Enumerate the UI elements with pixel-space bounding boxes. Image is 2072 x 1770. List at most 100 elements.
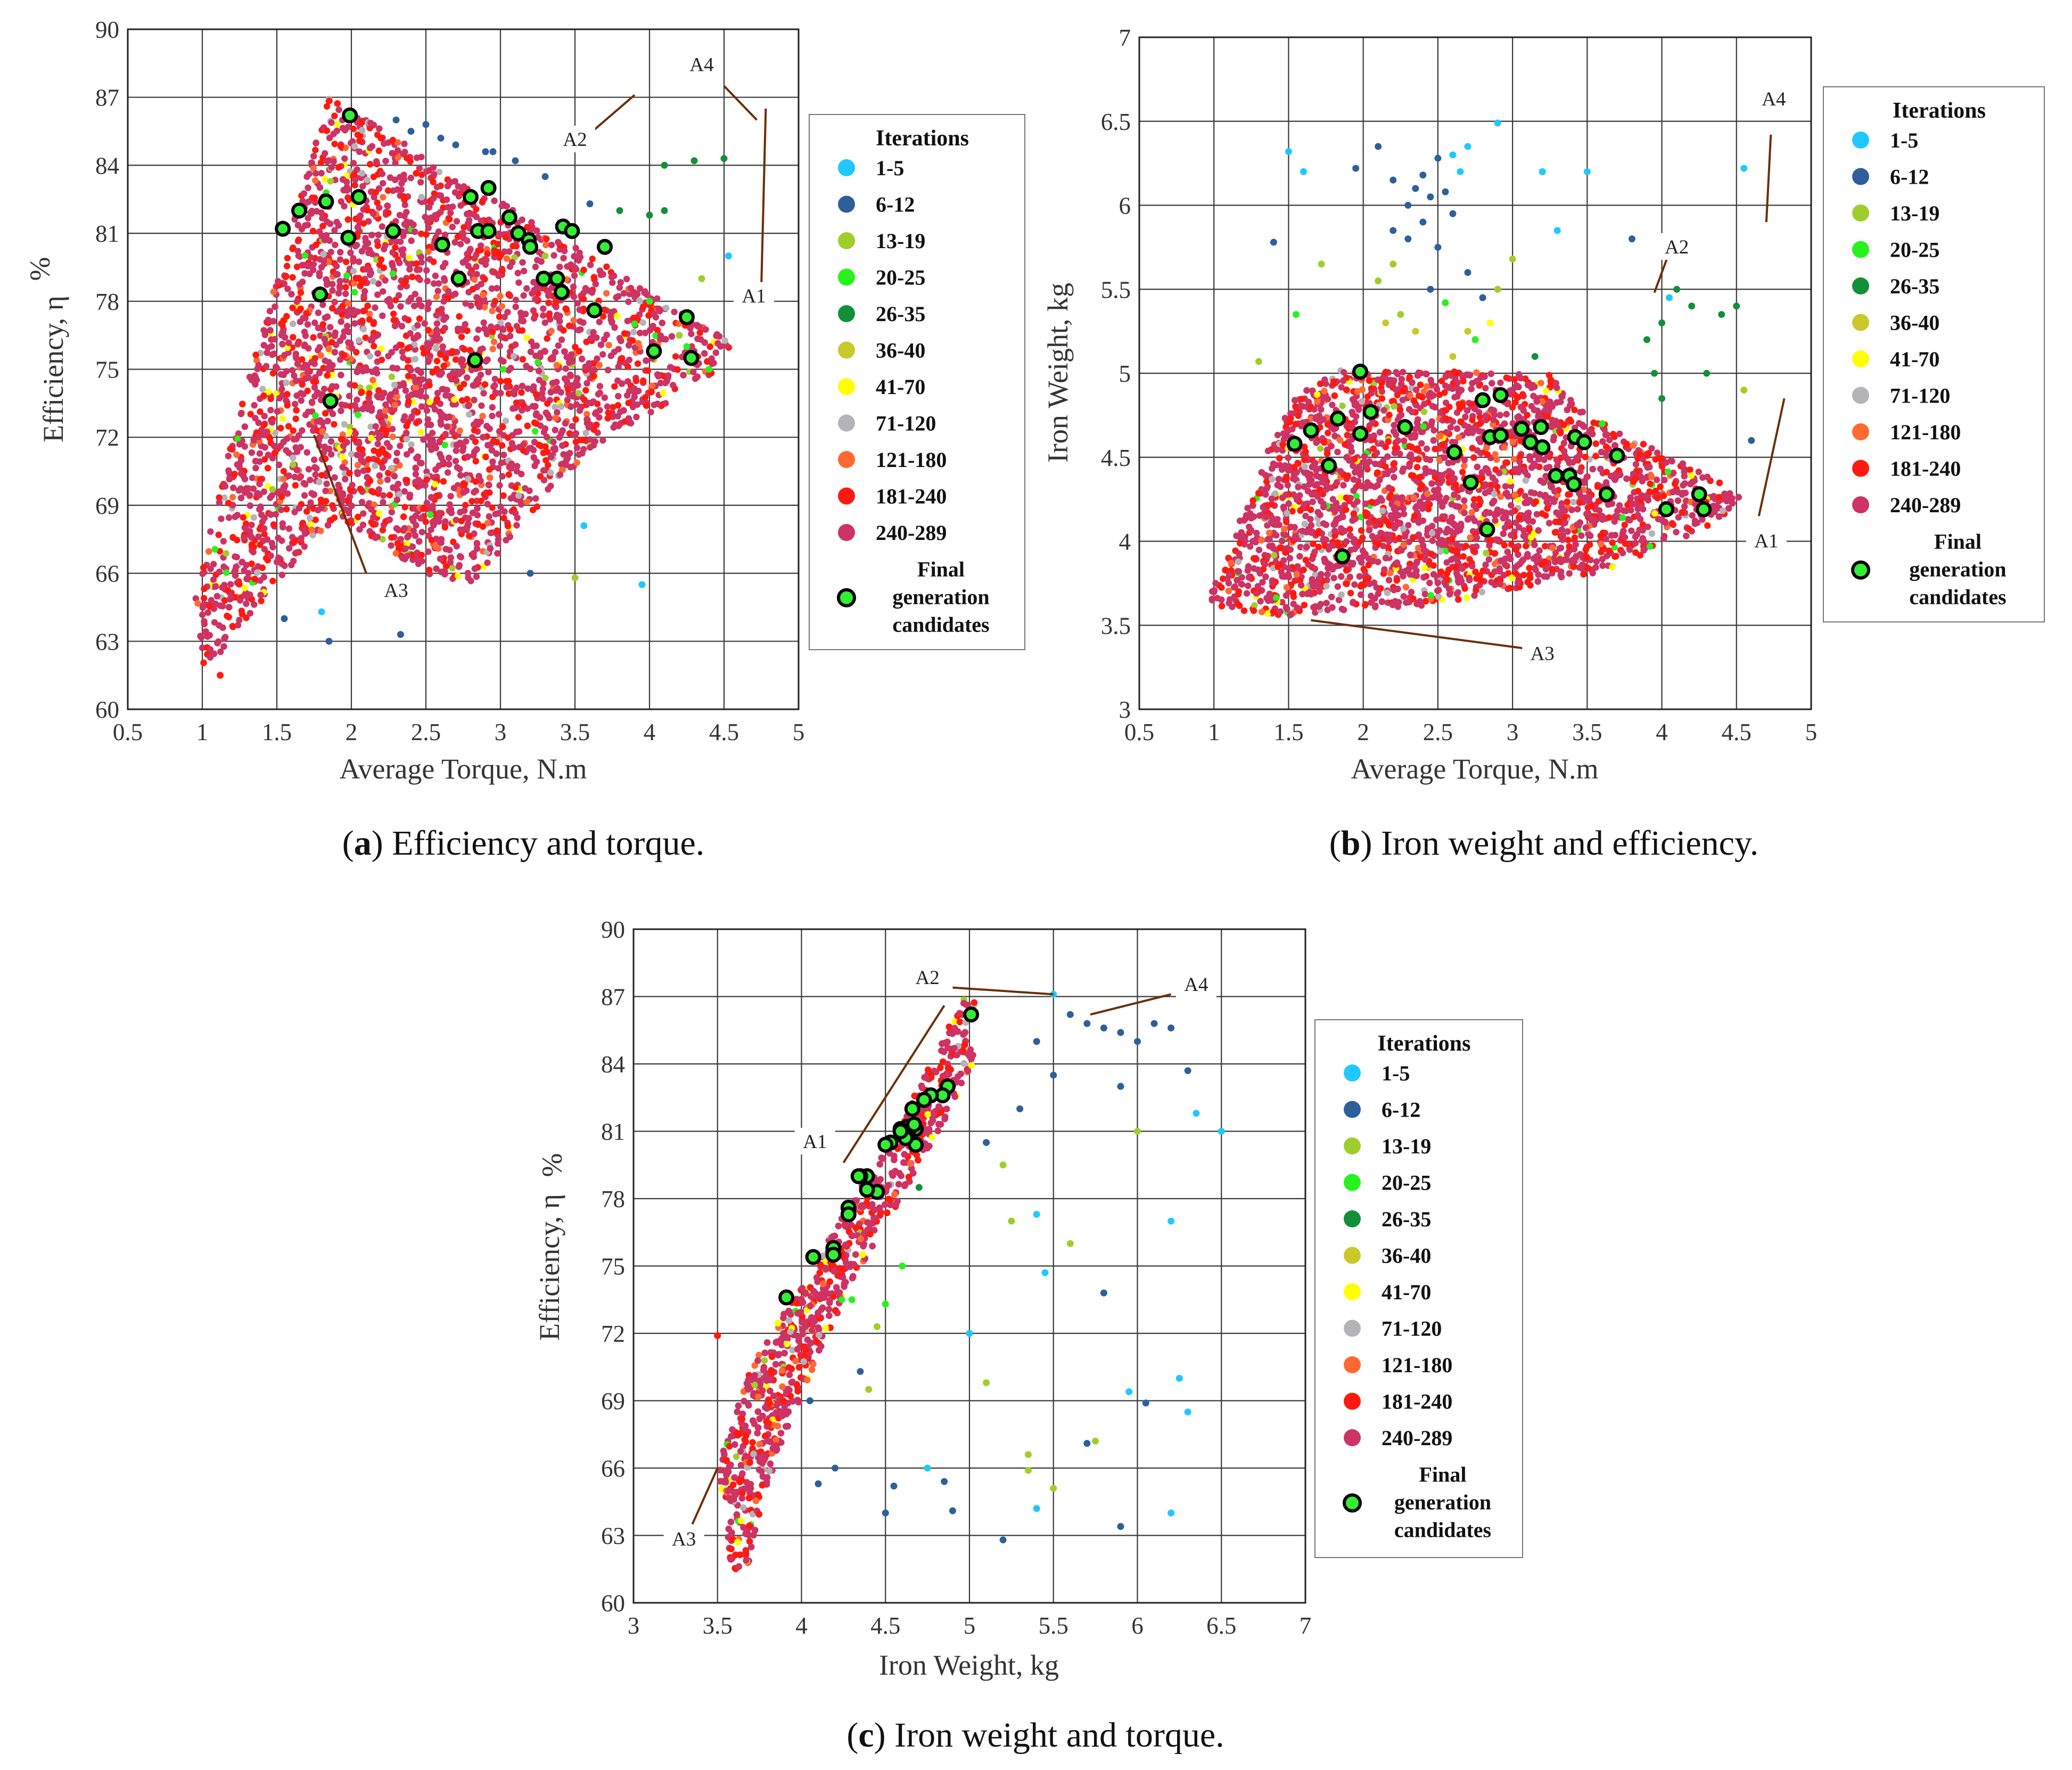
data-point bbox=[513, 522, 520, 529]
data-point bbox=[451, 396, 458, 403]
data-point bbox=[359, 127, 366, 134]
data-point bbox=[555, 342, 562, 349]
data-point bbox=[469, 509, 476, 517]
data-point bbox=[592, 281, 599, 288]
data-point bbox=[589, 255, 596, 263]
data-point bbox=[220, 643, 227, 650]
data-point bbox=[308, 159, 315, 166]
data-point bbox=[310, 261, 317, 268]
data-point bbox=[286, 545, 293, 552]
data-point bbox=[461, 224, 467, 231]
data-point bbox=[611, 348, 618, 356]
y-axis-unit: % bbox=[24, 257, 56, 281]
data-point bbox=[204, 609, 211, 616]
data-point bbox=[401, 149, 408, 155]
data-point bbox=[369, 277, 377, 285]
data-point bbox=[611, 324, 618, 331]
data-point bbox=[702, 326, 709, 333]
data-point bbox=[438, 568, 445, 576]
data-point bbox=[380, 499, 387, 506]
data-point bbox=[225, 514, 233, 521]
data-point bbox=[221, 635, 228, 642]
data-point bbox=[270, 288, 277, 296]
data-point bbox=[358, 278, 365, 285]
data-point bbox=[335, 481, 342, 488]
data-point bbox=[499, 423, 506, 430]
data-point bbox=[670, 382, 677, 389]
data-point bbox=[236, 581, 243, 588]
data-point bbox=[373, 158, 380, 165]
data-point bbox=[311, 456, 318, 463]
data-point bbox=[239, 400, 246, 407]
data-point bbox=[430, 164, 437, 171]
data-point bbox=[513, 399, 520, 406]
data-point bbox=[227, 594, 234, 601]
data-point bbox=[434, 390, 441, 397]
data-point bbox=[558, 336, 565, 343]
data-point bbox=[543, 433, 550, 441]
data-point bbox=[515, 492, 522, 499]
data-point bbox=[647, 408, 654, 416]
data-point bbox=[319, 321, 326, 328]
data-point bbox=[495, 540, 501, 547]
data-point bbox=[481, 276, 488, 283]
data-point bbox=[236, 597, 244, 604]
x-tick-label: 2.5 bbox=[411, 719, 441, 745]
data-point bbox=[246, 373, 253, 381]
data-point bbox=[417, 230, 425, 237]
data-point bbox=[264, 349, 270, 356]
data-point bbox=[430, 521, 437, 529]
data-point bbox=[542, 241, 549, 249]
outlier-point bbox=[586, 200, 594, 208]
data-point bbox=[278, 571, 285, 578]
y-tick-label: 84 bbox=[95, 152, 119, 179]
data-point bbox=[452, 457, 459, 465]
data-point bbox=[494, 324, 501, 331]
data-point bbox=[487, 529, 494, 537]
data-point bbox=[256, 480, 263, 487]
data-point bbox=[378, 356, 385, 364]
data-point bbox=[316, 269, 323, 277]
final-candidate-point bbox=[480, 179, 497, 196]
outlier-point bbox=[407, 128, 415, 135]
data-point bbox=[1503, 411, 1510, 417]
data-point bbox=[424, 277, 431, 284]
data-point bbox=[275, 461, 283, 469]
data-point bbox=[423, 168, 431, 175]
data-point bbox=[320, 386, 328, 392]
data-point bbox=[404, 534, 411, 540]
data-point bbox=[562, 420, 569, 427]
data-point bbox=[402, 387, 409, 394]
data-point bbox=[320, 258, 327, 265]
data-point bbox=[435, 510, 442, 517]
data-point bbox=[515, 279, 522, 286]
data-point bbox=[463, 256, 470, 263]
data-point bbox=[368, 435, 375, 441]
data-point bbox=[471, 255, 478, 262]
data-point bbox=[250, 485, 257, 492]
data-point bbox=[358, 248, 366, 255]
data-point bbox=[634, 360, 642, 367]
data-point bbox=[334, 271, 341, 278]
data-point bbox=[473, 573, 480, 580]
data-point bbox=[527, 365, 534, 372]
data-point bbox=[599, 271, 606, 278]
data-point bbox=[211, 619, 218, 626]
data-point bbox=[413, 170, 420, 177]
data-point bbox=[351, 289, 358, 296]
data-point bbox=[269, 419, 276, 426]
data-point bbox=[599, 437, 606, 444]
outlier-point bbox=[571, 574, 579, 581]
outlier-point bbox=[638, 581, 646, 588]
data-point bbox=[321, 335, 328, 343]
data-point bbox=[380, 179, 387, 187]
outlier-point bbox=[661, 207, 668, 215]
scatter-cloud bbox=[192, 95, 733, 666]
data-point bbox=[322, 432, 329, 440]
data-point bbox=[480, 319, 487, 326]
final-candidate-point bbox=[385, 223, 401, 239]
data-point bbox=[503, 203, 510, 210]
data-point bbox=[333, 127, 340, 135]
data-point bbox=[416, 276, 423, 283]
data-point bbox=[424, 340, 431, 347]
